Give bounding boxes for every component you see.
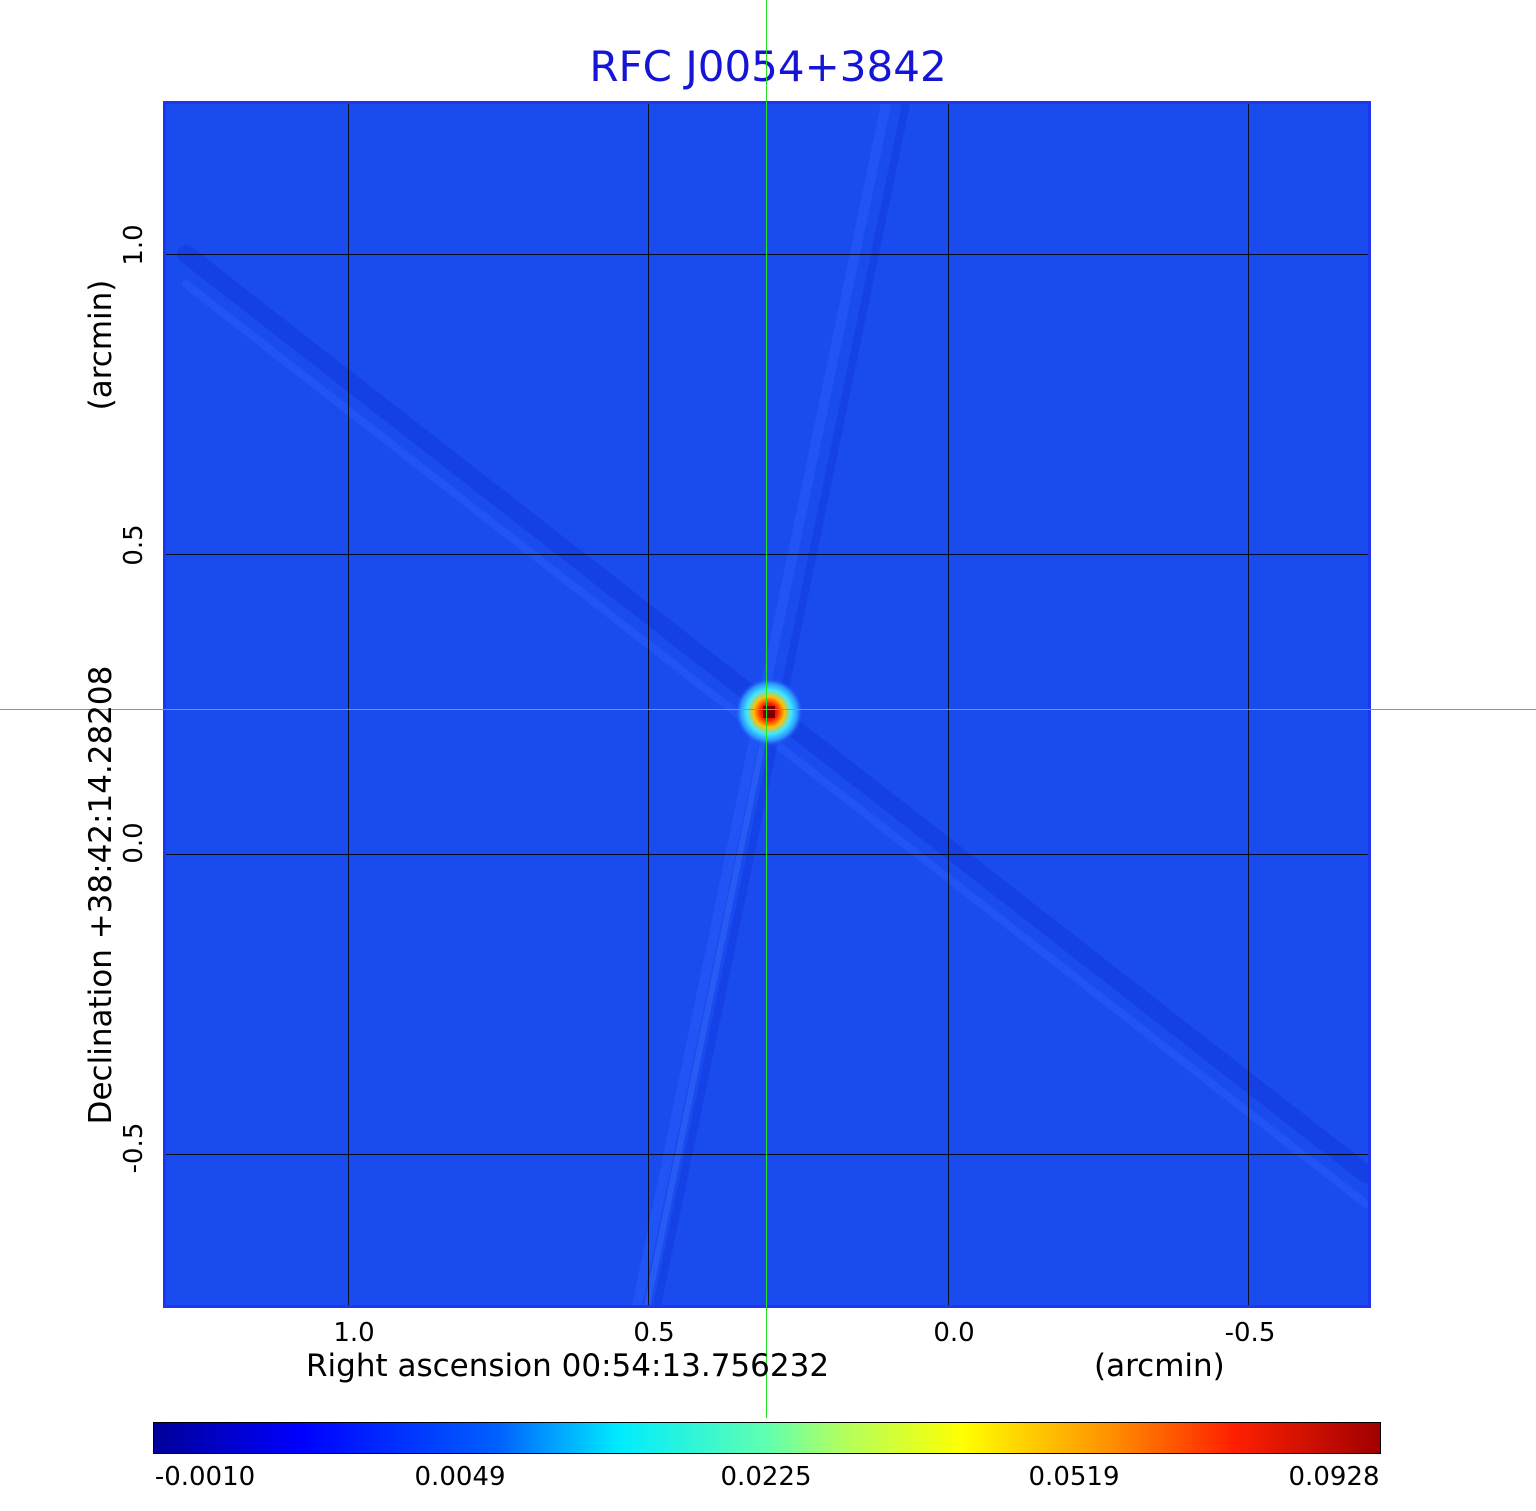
colorbar-label: 0.0519: [1028, 1462, 1120, 1492]
grid-line-y: [166, 1154, 1368, 1155]
x-tick-label: 1.0: [333, 1318, 375, 1348]
grid-line-y: [166, 854, 1368, 855]
grid-line-y: [166, 254, 1368, 255]
colorbar-label: 0.0928: [1288, 1462, 1380, 1492]
image-title: RFC J0054+3842: [589, 42, 947, 91]
colorbar-label: 0.0049: [414, 1462, 506, 1492]
sky-image-canvas: [177, 104, 1368, 1305]
x-tick-label: 0.0: [933, 1318, 975, 1348]
colorbar: [153, 1422, 1381, 1454]
y-tick-label: 0.5: [119, 524, 149, 566]
grid-line-x: [648, 104, 649, 1305]
x-tick-label: -0.5: [1224, 1318, 1276, 1348]
y-tick-label: 0.0: [119, 822, 149, 864]
x-axis-label: Right ascension 00:54:13.756232: [306, 1348, 830, 1384]
colorbar-label: -0.0010: [154, 1462, 256, 1492]
crosshair-horizontal: [0, 709, 1536, 710]
colorbar-label: 0.0225: [720, 1462, 812, 1492]
grid-line-x: [1248, 104, 1249, 1305]
sky-image[interactable]: [163, 101, 1371, 1308]
grid-line-y: [166, 554, 1368, 555]
y-tick-label: 1.0: [119, 224, 149, 266]
grid-line-x: [948, 104, 949, 1305]
x-axis-unit: (arcmin): [1094, 1348, 1225, 1384]
grid-line-x: [348, 104, 349, 1305]
y-axis-label: Declination +38:42:14.28208: [83, 665, 119, 1125]
x-tick-label: 0.5: [633, 1318, 675, 1348]
y-tick-label: -0.5: [119, 1122, 149, 1174]
y-axis-unit: (arcmin): [83, 279, 119, 411]
